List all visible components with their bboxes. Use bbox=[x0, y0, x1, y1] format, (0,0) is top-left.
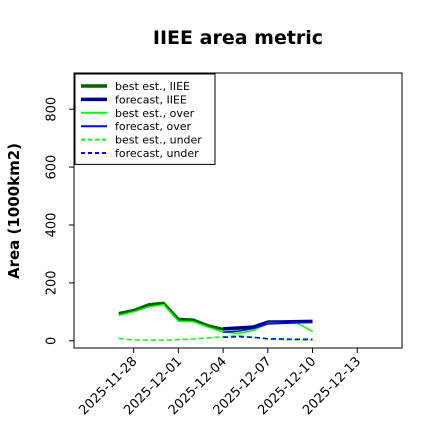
y-axis-label: Area (1000km2) bbox=[5, 143, 23, 279]
legend-label: best est., under bbox=[115, 134, 202, 147]
y-tick-label: 0 bbox=[45, 337, 60, 345]
legend-label: best est., IIEE bbox=[115, 80, 190, 93]
legend-label: forecast, over bbox=[115, 120, 191, 133]
legend-box bbox=[74, 73, 216, 165]
y-tick-label: 600 bbox=[45, 155, 60, 180]
series-line-6 bbox=[223, 335, 313, 341]
legend-label: best est., over bbox=[115, 107, 195, 120]
series-line-3 bbox=[118, 303, 313, 335]
series-layer bbox=[118, 301, 313, 341]
legend-label: forecast, under bbox=[115, 147, 199, 160]
x-axis-ticks: 2025-11-282025-12-012025-12-042025-12-07… bbox=[76, 348, 364, 418]
series-line-4 bbox=[223, 321, 313, 333]
plot-area-frame bbox=[73, 72, 403, 349]
y-tick-label: 800 bbox=[45, 97, 60, 122]
series-line-2 bbox=[223, 319, 313, 331]
legend-label: forecast, IIEE bbox=[115, 93, 187, 106]
y-tick-label: 200 bbox=[45, 270, 60, 295]
chart-title: IIEE area metric bbox=[153, 27, 323, 49]
y-axis-ticks: 0 200 400 600 800 bbox=[45, 97, 74, 345]
y-tick-label: 400 bbox=[45, 213, 60, 238]
